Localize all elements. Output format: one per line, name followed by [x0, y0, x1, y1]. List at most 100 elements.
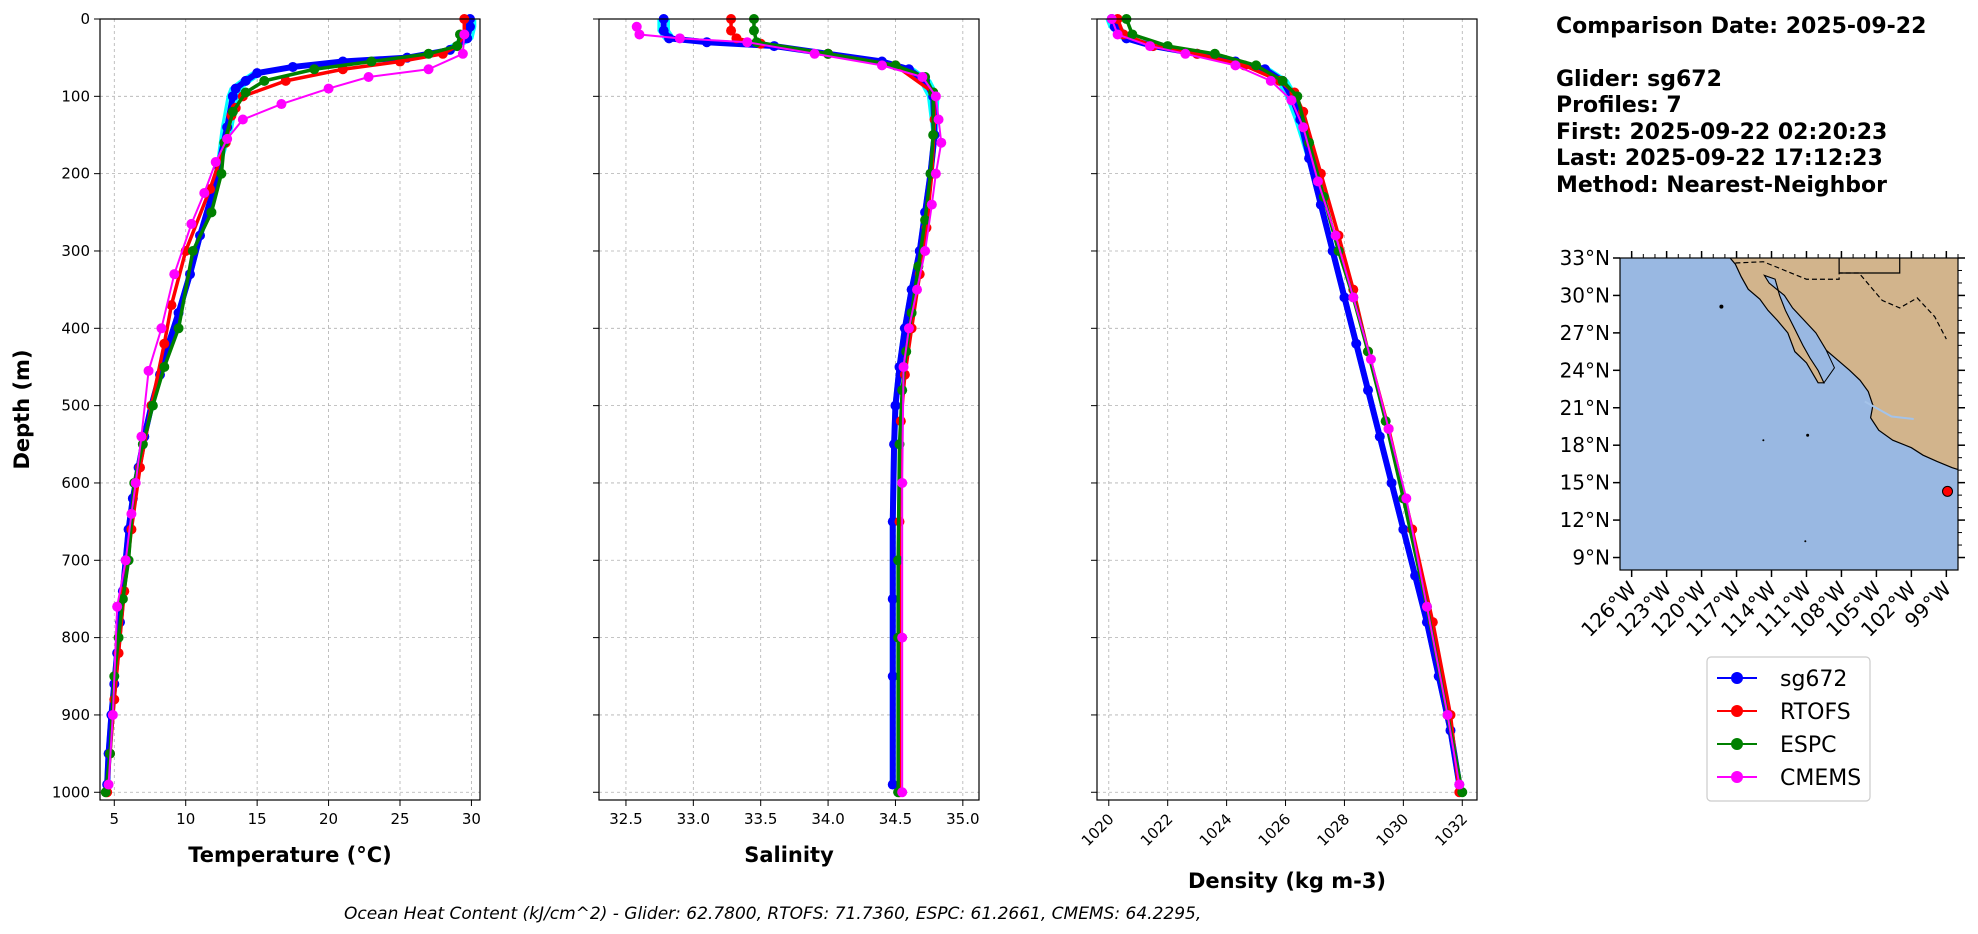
y-tick-label: 500 [61, 397, 90, 415]
point-cmems [210, 157, 221, 168]
y-tick-label: 900 [61, 706, 90, 724]
lat-tick-label: 15°N [1560, 471, 1610, 495]
point-cmems [459, 29, 470, 40]
point-cmems [363, 71, 374, 82]
x-tick-label: 33.5 [744, 810, 777, 828]
point-sg672 [1374, 431, 1385, 442]
legend-marker-espc [1731, 738, 1743, 750]
point-cmems [457, 48, 468, 59]
point-sg672 [1386, 477, 1397, 488]
x-tick-label: 1022 [1137, 810, 1177, 850]
point-cmems [237, 114, 248, 125]
point-espc [1251, 60, 1262, 71]
map-river [1864, 400, 1914, 420]
x-tick-label: 15 [248, 810, 267, 828]
point-sg672 [887, 593, 898, 604]
x-tick-label: 34.5 [879, 810, 912, 828]
map-island [1719, 304, 1724, 309]
x-tick-label: 10 [176, 810, 195, 828]
x-tick-label: 32.5 [609, 810, 642, 828]
info-panel: Comparison Date: 2025-09-22 Glider: sg67… [1556, 14, 1926, 199]
point-cmems [809, 48, 820, 59]
point-espc [751, 37, 762, 48]
point-sg672 [252, 68, 263, 79]
glider-cast-line [104, 19, 467, 785]
lat-tick-label: 27°N [1560, 321, 1610, 345]
point-cmems [143, 365, 154, 376]
map-land-layer [1719, 258, 1958, 543]
series-line-cmems [107, 34, 466, 785]
point-espc [187, 245, 198, 256]
series-line-espc [103, 34, 462, 793]
glider-cast-line [1105, 18, 1460, 785]
y-tick-label: 700 [61, 551, 90, 569]
map-frame [1619, 257, 1959, 571]
point-cmems [897, 477, 908, 488]
y-tick-label: 100 [61, 87, 90, 105]
legend-marker-cmems [1731, 771, 1743, 783]
point-rtofs [166, 300, 177, 311]
point-cmems [1298, 122, 1309, 133]
point-espc [147, 400, 158, 411]
point-cmems [1454, 779, 1465, 790]
point-espc [748, 25, 759, 36]
x-tick-label: 1032 [1431, 810, 1471, 850]
point-cmems [1348, 292, 1359, 303]
x-axis-label: Salinity [744, 843, 834, 867]
point-sg672 [230, 83, 241, 94]
point-espc [897, 385, 908, 396]
x-tick-label: 20 [319, 810, 338, 828]
map-island [1804, 540, 1807, 543]
x-axis-label: Temperature (°C) [188, 843, 391, 867]
x-tick-label: 1020 [1078, 810, 1118, 850]
legend: sg672 RTOFS ESPC CMEMS [1706, 656, 1871, 802]
panel-1: 0 100 200 300 400 500 600 700 800 900 1000 5 10 15 20 2… [10, 10, 481, 867]
y-tick-label: 0 [80, 10, 90, 28]
lat-tick-label: 9°N [1572, 546, 1610, 570]
state-border [1838, 258, 1901, 274]
point-cmems [897, 787, 908, 798]
point-cmems [1286, 95, 1297, 106]
point-cmems [222, 133, 233, 144]
point-cmems [1383, 423, 1394, 434]
point-cmems [917, 71, 928, 82]
point-cmems [930, 91, 941, 102]
point-cmems [920, 245, 931, 256]
x-axis-label: Density (kg m-3) [1188, 869, 1386, 893]
glider-location-marker [1942, 485, 1954, 497]
point-cmems [136, 431, 147, 442]
legend-label-rtofs: RTOFS [1780, 700, 1851, 725]
interp-method: Method: Nearest-Neighbor [1556, 172, 1887, 198]
legend-box [1706, 656, 1871, 802]
point-espc [216, 168, 227, 179]
point-cmems [1312, 176, 1323, 187]
x-tick-label: 5 [110, 810, 120, 828]
point-cmems [1230, 60, 1241, 71]
profile-count: Profiles: 7 [1556, 93, 1682, 118]
point-sg672 [664, 33, 675, 44]
point-espc [920, 215, 931, 226]
point-espc [240, 87, 251, 98]
lat-tick-label: 18°N [1560, 433, 1610, 457]
point-cmems [103, 779, 114, 790]
point-cmems [1365, 354, 1376, 365]
x-tick-label: 1028 [1314, 810, 1354, 850]
y-tick-label: 600 [61, 474, 90, 492]
point-cmems [186, 218, 197, 229]
point-sg672 [1410, 570, 1421, 581]
point-espc [117, 593, 128, 604]
glider-cast-line [1115, 18, 1463, 785]
point-espc [1277, 75, 1288, 86]
point-rtofs [726, 25, 737, 36]
series-line-rtofs [1115, 18, 1462, 793]
point-espc [423, 48, 434, 59]
axes-frame [598, 18, 980, 801]
lat-tick-label: 33°N [1560, 246, 1610, 270]
point-cmems [898, 361, 909, 372]
point-espc [928, 129, 939, 140]
y-tick-label: 800 [61, 629, 90, 647]
map-island [1762, 439, 1765, 442]
lat-tick-label: 24°N [1560, 358, 1610, 382]
point-sg672 [1351, 338, 1362, 349]
